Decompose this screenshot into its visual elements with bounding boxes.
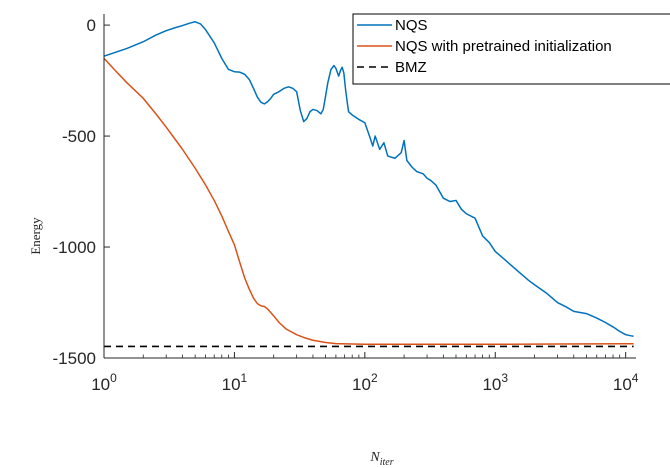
legend-label-2: NQS with pretrained initialization [395,38,612,55]
series-layer [103,21,634,348]
y-axis-label: Energy [28,217,43,255]
x-tick-label: 100 [91,371,117,394]
x-tick-label: 103 [482,371,508,394]
series-line-2 [103,57,634,345]
y-tick-label: 0 [87,16,96,35]
x-axis-label: Niter [369,450,393,468]
tick-labels: 100 101 102 103 104 0 -500 -1000 -1500 [53,16,639,394]
y-tick-label: -1500 [53,349,96,368]
legend-label-3: BMZ [395,59,427,76]
series-line-1 [103,21,634,337]
legend: NQS NQS with pretrained initialization BMZ [352,13,670,85]
legend-label-1: NQS [395,17,428,34]
x-tick-label: 102 [352,371,378,394]
axes [103,14,636,359]
x-tick-label: 104 [613,371,639,394]
legend-box [352,13,670,85]
y-tick-label: -500 [62,127,96,146]
y-tick-label: -1000 [53,238,96,257]
x-tick-label: 101 [222,371,248,394]
